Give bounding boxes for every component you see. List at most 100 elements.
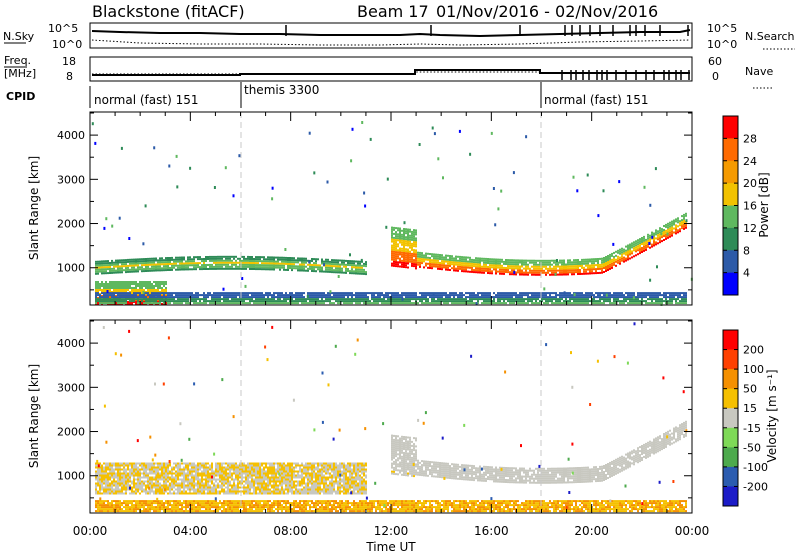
data-cell [481,257,483,260]
data-cell [191,464,193,467]
data-cell [469,260,471,263]
data-cell [581,260,583,263]
data-cell [315,270,317,273]
data-cell [219,265,221,268]
data-cell [185,292,187,295]
data-cell [165,291,167,293]
data-cell [149,298,151,301]
data-cell [163,484,165,487]
data-cell [113,271,115,274]
data-cell [409,240,411,243]
data-cell [435,294,437,297]
data-cell [105,264,107,267]
data-cell [215,300,217,303]
data-cell [613,294,615,297]
data-cell [535,300,537,303]
data-cell [121,291,123,293]
data-cell [665,237,667,240]
data-cell [121,267,123,270]
data-cell [613,255,615,258]
data-cell [295,300,297,303]
data-cell [399,294,401,297]
data-cell [469,262,471,265]
data-cell [483,302,485,305]
data-cell [115,263,117,266]
data-cell [637,296,639,299]
data-cell [161,281,163,283]
data-cell [501,296,503,299]
data-cell [163,490,165,493]
data-cell [131,264,133,267]
data-cell [107,490,109,493]
data-cell [99,264,101,267]
data-cell [133,266,135,269]
data-cell [221,257,223,260]
data-cell [109,262,111,264]
data-cell [411,248,413,251]
data-cell [161,257,163,260]
data-cell [97,300,99,303]
data-cell [497,262,499,265]
data-cell [277,264,279,267]
data-cell [113,269,115,272]
data-cell [169,470,171,473]
data-cell [147,287,149,289]
data-cell [107,484,109,487]
data-cell [571,265,573,268]
data-cell [149,294,151,297]
data-cell [435,255,437,258]
data-cell [195,464,197,467]
data-cell [221,486,223,489]
data-cell [207,468,209,471]
data-cell [393,250,395,253]
data-cell [321,268,323,271]
data-cell [129,478,131,481]
data-cell [325,264,327,267]
data-cell [267,260,269,263]
data-cell [383,298,385,301]
data-cell [203,302,205,305]
data-cell [221,294,223,297]
data-cell [149,470,151,473]
data-cell [643,245,645,248]
data-cell [545,263,547,266]
data-cell [125,488,127,491]
data-cell [117,292,119,295]
data-cell [259,300,261,303]
data-cell [99,287,101,289]
data-cell [645,300,647,303]
data-cell [615,302,617,305]
data-cell [393,246,395,249]
data-cell [615,250,617,253]
data-cell [185,302,187,305]
noise-point [685,219,688,223]
data-cell [333,259,335,262]
data-cell [653,234,655,237]
data-cell [485,261,487,264]
data-cell [139,294,141,297]
data-cell [345,302,347,305]
data-cell [151,484,153,487]
data-cell [143,464,145,467]
data-cell [297,296,299,299]
data-cell [621,249,623,252]
data-cell [613,302,615,305]
data-cell [127,301,129,303]
data-cell [629,296,631,299]
data-cell [147,300,149,303]
data-cell [215,294,217,297]
data-cell [477,265,479,268]
data-cell [115,283,117,285]
data-cell [137,476,139,479]
data-cell [95,281,97,283]
data-cell [335,300,337,303]
data-cell [183,480,185,483]
data-cell [393,254,395,257]
data-cell [139,476,141,479]
data-cell [617,296,619,299]
noise-point [612,242,615,246]
data-cell [117,302,119,305]
data-cell [449,265,451,267]
data-cell [303,261,305,264]
noise-point [106,290,109,293]
